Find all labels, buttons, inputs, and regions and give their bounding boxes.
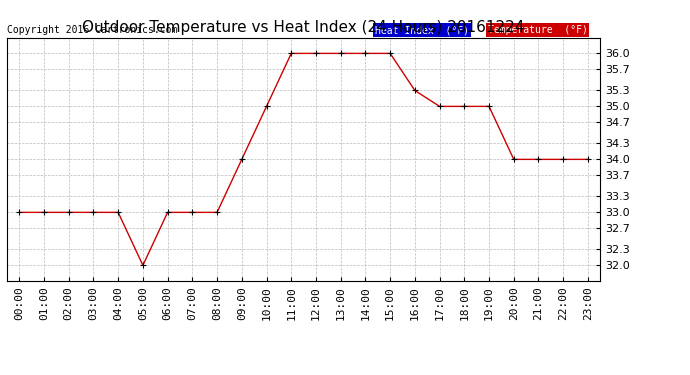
Title: Outdoor Temperature vs Heat Index (24 Hours) 20161224: Outdoor Temperature vs Heat Index (24 Ho… (82, 20, 525, 35)
Text: Copyright 2016 Cartronics.com: Copyright 2016 Cartronics.com (7, 25, 177, 35)
Text: Heat Index  (°F): Heat Index (°F) (375, 25, 469, 35)
Text: Temperature  (°F): Temperature (°F) (488, 25, 587, 35)
